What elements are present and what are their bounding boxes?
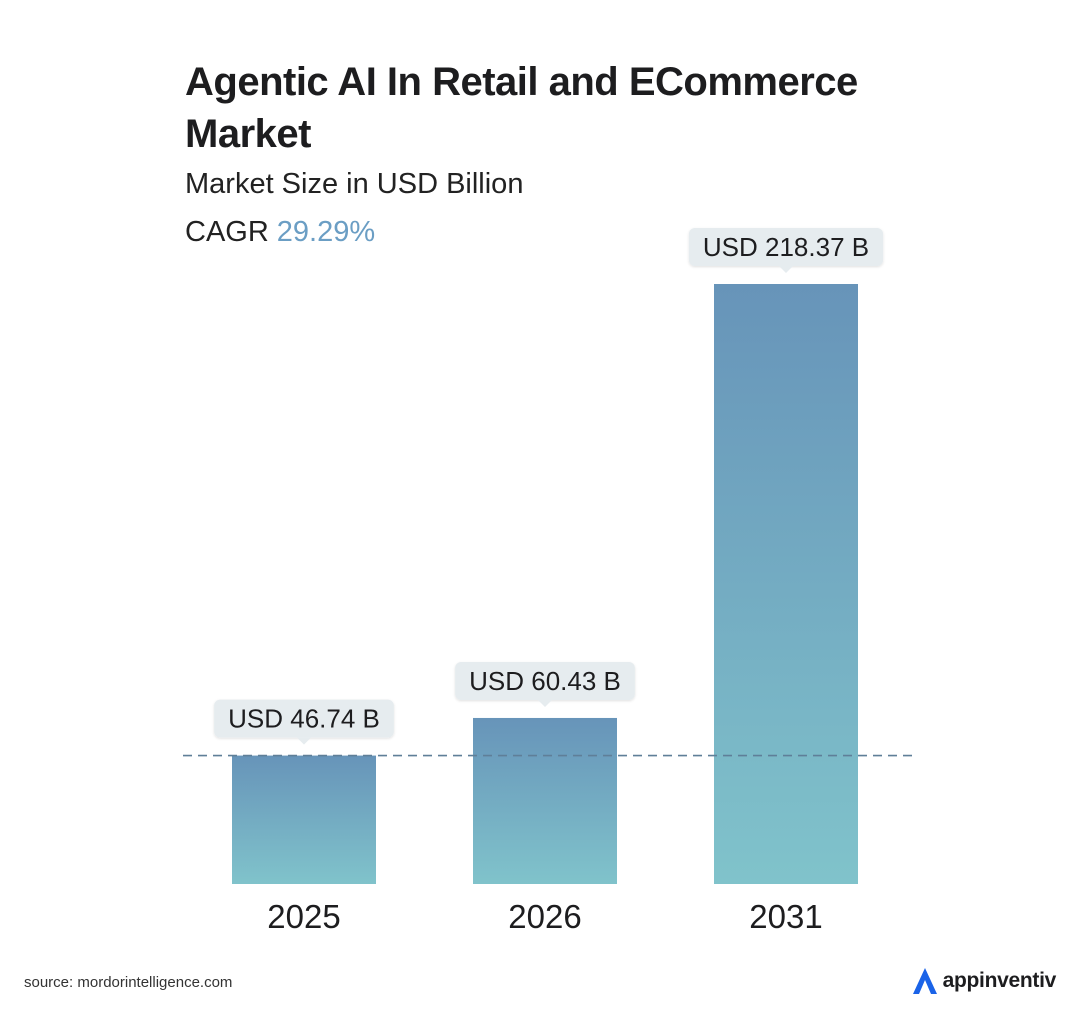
chart-title: Agentic AI In Retail and ECommerce Marke… xyxy=(185,60,858,156)
bar-2026 xyxy=(473,717,617,884)
data-labels-group: USD 46.74 B USD 60.43 B USD 218.37 B xyxy=(214,228,884,745)
cagr-value: 29.29% xyxy=(276,216,376,248)
data-label-2025: USD 46.74 B xyxy=(214,699,394,745)
bars-group xyxy=(232,284,858,884)
x-tick-2031: 2031 xyxy=(749,898,822,935)
svg-text:USD 218.37 B: USD 218.37 B xyxy=(703,232,869,262)
cagr-label: CAGR xyxy=(185,216,269,248)
chart-subtitle: Market Size in USD Billion xyxy=(185,168,524,200)
x-tick-2025: 2025 xyxy=(267,898,340,935)
x-axis-ticks-group: 2025 2026 2031 xyxy=(267,898,822,935)
appinventiv-logo-icon xyxy=(912,968,937,994)
data-label-2026: USD 60.43 B xyxy=(455,661,635,707)
svg-text:USD 46.74 B: USD 46.74 B xyxy=(228,704,380,734)
data-label-2031: USD 218.37 B xyxy=(688,228,884,273)
svg-text:USD 60.43 B: USD 60.43 B xyxy=(469,666,621,696)
source-note: source: mordorintelligence.com xyxy=(24,974,233,991)
bar-2025 xyxy=(232,755,376,884)
bar-2031 xyxy=(714,284,858,884)
brand-name: appinventiv xyxy=(942,969,1057,992)
brand-logo: appinventiv xyxy=(911,966,1056,996)
cagr-line: CAGR 29.29% xyxy=(185,214,375,250)
x-tick-2026: 2026 xyxy=(508,898,581,935)
